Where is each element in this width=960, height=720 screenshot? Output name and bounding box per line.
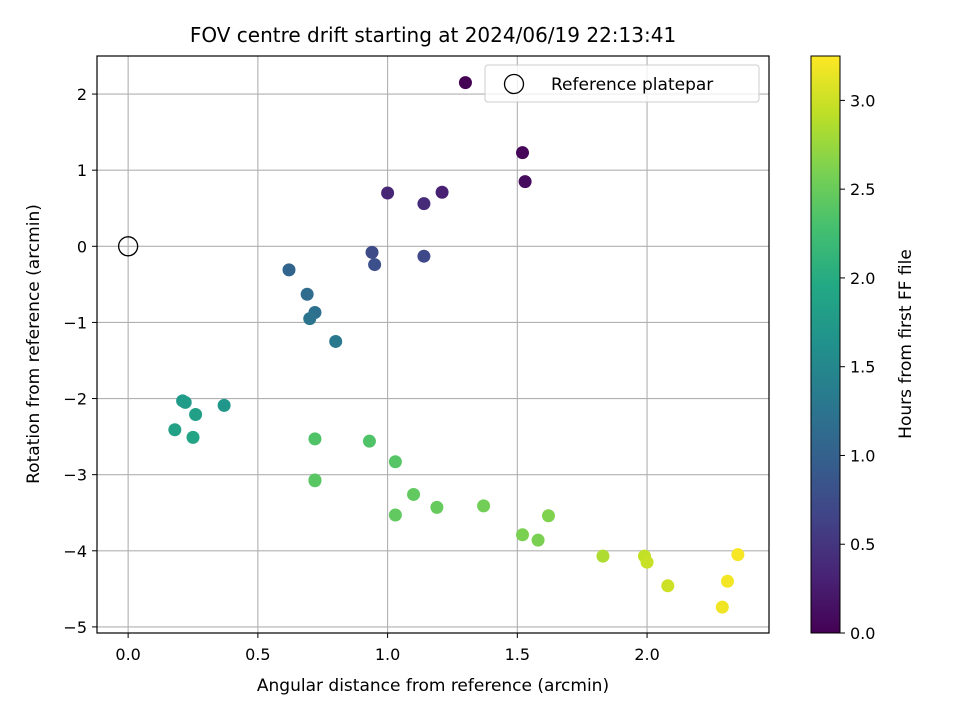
y-tick-label: −2 xyxy=(63,390,87,409)
colorbar-tick-label: 2.0 xyxy=(850,269,875,288)
data-point xyxy=(458,76,472,90)
data-point xyxy=(518,175,532,189)
y-tick-label: −3 xyxy=(63,466,87,485)
legend-open-circle-icon xyxy=(503,73,525,95)
chart-title: FOV centre drift starting at 2024/06/19 … xyxy=(190,23,676,47)
data-point xyxy=(541,509,555,523)
data-point xyxy=(308,432,322,446)
data-point xyxy=(417,249,431,263)
colorbar-gradient xyxy=(810,55,841,634)
legend: Reference platepar xyxy=(484,64,760,103)
colorbar: 0.0 0.5 1.0 1.5 2.0 2.5 3.0 Hours from first F… xyxy=(810,55,916,643)
data-point xyxy=(178,395,192,409)
data-point xyxy=(388,455,402,469)
plot-area-frame xyxy=(96,55,770,634)
data-point xyxy=(596,549,610,563)
data-point xyxy=(477,499,491,513)
grid xyxy=(97,56,769,633)
colorbar-ticks: 0.0 0.5 1.0 1.5 2.0 2.5 3.0 xyxy=(840,91,875,643)
colorbar-tick-label: 1.5 xyxy=(850,358,875,377)
data-point xyxy=(362,434,376,448)
x-axis-ticks: 0.0 0.5 1.0 1.5 2.0 xyxy=(115,633,660,664)
data-point xyxy=(329,334,343,348)
data-point xyxy=(300,287,314,301)
legend-entry-reference: Reference platepar xyxy=(551,75,713,95)
scatter-points xyxy=(168,76,745,614)
data-point xyxy=(516,528,530,542)
y-tick-label: 1 xyxy=(77,161,87,180)
y-tick-label: −1 xyxy=(63,313,87,332)
y-tick-label: 2 xyxy=(77,85,87,104)
colorbar-label: Hours from first FF file xyxy=(896,249,916,439)
colorbar-tick-label: 3.0 xyxy=(850,91,875,110)
x-axis-label: Angular distance from reference (arcmin) xyxy=(257,676,609,696)
data-point xyxy=(531,533,545,547)
colorbar-tick-label: 2.5 xyxy=(850,180,875,199)
colorbar-tick-label: 0.5 xyxy=(850,535,875,554)
y-axis-label: Rotation from reference (arcmin) xyxy=(24,204,44,484)
data-point xyxy=(661,579,675,593)
data-point xyxy=(189,408,203,422)
y-tick-label: −4 xyxy=(63,542,87,561)
data-point xyxy=(435,185,449,199)
x-tick-label: 1.0 xyxy=(375,645,400,664)
data-point xyxy=(388,508,402,522)
data-point xyxy=(368,258,382,272)
data-point xyxy=(516,146,530,160)
data-point xyxy=(186,430,200,444)
data-point xyxy=(308,474,322,488)
x-tick-label: 1.5 xyxy=(505,645,530,664)
x-tick-label: 0.0 xyxy=(115,645,140,664)
data-point xyxy=(417,197,431,211)
colorbar-tick-label: 0.0 xyxy=(850,624,875,643)
y-tick-label: −5 xyxy=(63,618,87,637)
y-axis-ticks: −5 −4 −3 −2 −1 0 1 2 xyxy=(63,85,97,637)
data-point xyxy=(282,263,296,277)
data-point xyxy=(365,245,379,259)
data-point xyxy=(715,600,729,614)
data-point xyxy=(217,398,231,412)
data-point xyxy=(168,423,182,437)
data-point xyxy=(430,500,444,514)
legend-box xyxy=(484,64,760,103)
colorbar-tick-label: 1.0 xyxy=(850,446,875,465)
y-tick-label: 0 xyxy=(77,237,87,256)
reference-marker xyxy=(117,236,139,257)
data-point xyxy=(731,548,745,562)
data-point xyxy=(640,555,654,569)
data-point xyxy=(303,312,317,326)
data-point xyxy=(381,186,395,200)
reference-point-marker xyxy=(117,236,139,257)
data-point xyxy=(720,574,734,588)
data-point xyxy=(407,487,421,501)
x-tick-label: 2.0 xyxy=(634,645,659,664)
x-tick-label: 0.5 xyxy=(245,645,270,664)
